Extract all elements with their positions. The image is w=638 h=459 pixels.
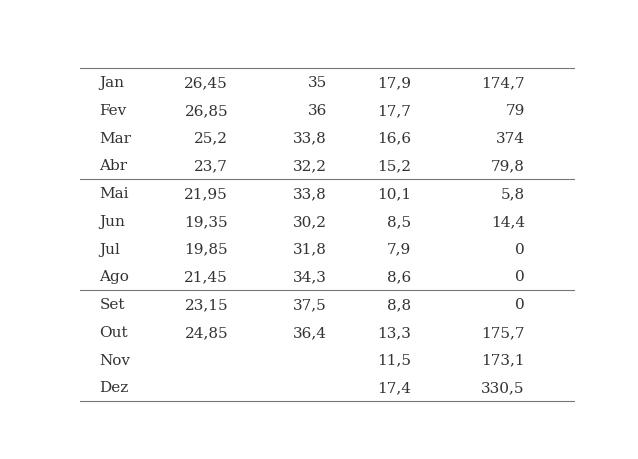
Text: 174,7: 174,7 <box>481 76 525 90</box>
Text: 17,9: 17,9 <box>377 76 411 90</box>
Text: 173,1: 173,1 <box>481 353 525 367</box>
Text: 175,7: 175,7 <box>481 325 525 339</box>
Text: Abr: Abr <box>100 159 128 173</box>
Text: 23,7: 23,7 <box>194 159 228 173</box>
Text: Out: Out <box>100 325 128 339</box>
Text: Dez: Dez <box>100 381 129 395</box>
Text: 21,45: 21,45 <box>184 270 228 284</box>
Text: 19,85: 19,85 <box>184 242 228 256</box>
Text: 15,2: 15,2 <box>377 159 411 173</box>
Text: 24,85: 24,85 <box>184 325 228 339</box>
Text: 21,95: 21,95 <box>184 187 228 201</box>
Text: 330,5: 330,5 <box>481 381 525 395</box>
Text: 0: 0 <box>515 242 525 256</box>
Text: 79,8: 79,8 <box>491 159 525 173</box>
Text: 23,15: 23,15 <box>184 297 228 312</box>
Text: 36,4: 36,4 <box>293 325 327 339</box>
Text: 16,6: 16,6 <box>377 131 411 146</box>
Text: 7,9: 7,9 <box>387 242 411 256</box>
Text: 33,8: 33,8 <box>293 187 327 201</box>
Text: 34,3: 34,3 <box>293 270 327 284</box>
Text: 36: 36 <box>308 104 327 118</box>
Text: 17,7: 17,7 <box>377 104 411 118</box>
Text: Jul: Jul <box>100 242 121 256</box>
Text: 374: 374 <box>496 131 525 146</box>
Text: 19,35: 19,35 <box>184 214 228 229</box>
Text: 5,8: 5,8 <box>501 187 525 201</box>
Text: 10,1: 10,1 <box>377 187 411 201</box>
Text: 35: 35 <box>308 76 327 90</box>
Text: 11,5: 11,5 <box>377 353 411 367</box>
Text: 17,4: 17,4 <box>377 381 411 395</box>
Text: 14,4: 14,4 <box>491 214 525 229</box>
Text: 30,2: 30,2 <box>293 214 327 229</box>
Text: 0: 0 <box>515 270 525 284</box>
Text: Fev: Fev <box>100 104 127 118</box>
Text: 13,3: 13,3 <box>377 325 411 339</box>
Text: 26,85: 26,85 <box>184 104 228 118</box>
Text: Jan: Jan <box>100 76 124 90</box>
Text: 79: 79 <box>505 104 525 118</box>
Text: Mar: Mar <box>100 131 131 146</box>
Text: 26,45: 26,45 <box>184 76 228 90</box>
Text: 25,2: 25,2 <box>194 131 228 146</box>
Text: Set: Set <box>100 297 125 312</box>
Text: 37,5: 37,5 <box>293 297 327 312</box>
Text: Mai: Mai <box>100 187 129 201</box>
Text: 33,8: 33,8 <box>293 131 327 146</box>
Text: 8,8: 8,8 <box>387 297 411 312</box>
Text: 31,8: 31,8 <box>293 242 327 256</box>
Text: 32,2: 32,2 <box>293 159 327 173</box>
Text: Ago: Ago <box>100 270 130 284</box>
Text: Nov: Nov <box>100 353 131 367</box>
Text: 8,5: 8,5 <box>387 214 411 229</box>
Text: Jun: Jun <box>100 214 126 229</box>
Text: 8,6: 8,6 <box>387 270 411 284</box>
Text: 0: 0 <box>515 297 525 312</box>
